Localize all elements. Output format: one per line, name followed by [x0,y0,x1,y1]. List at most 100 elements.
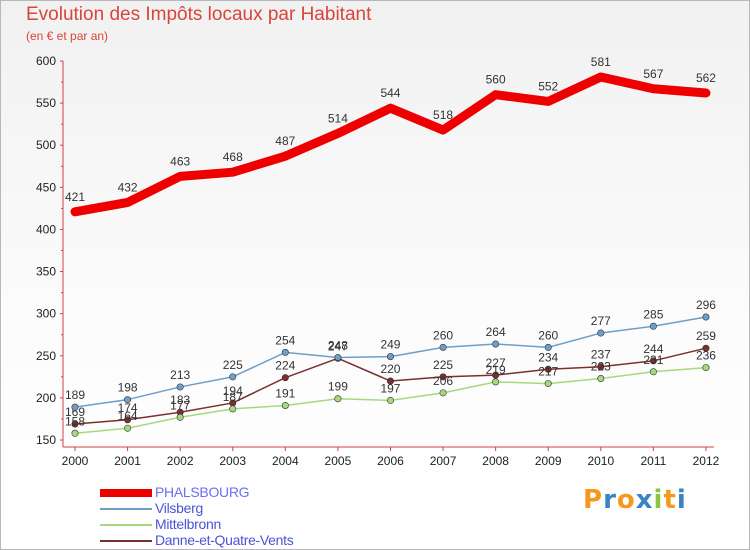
data-label: 199 [328,380,348,394]
data-label: 236 [696,349,716,363]
legend-swatch [100,540,152,542]
data-label: 248 [328,338,348,352]
data-label: 225 [433,358,453,372]
x-tick-label: 2008 [482,454,509,468]
data-label: 560 [486,73,506,87]
data-point [281,374,289,382]
data-point [597,363,605,371]
y-tick-label: 200 [36,391,56,405]
y-tick-label: 150 [36,433,56,447]
x-tick-label: 2004 [272,454,299,468]
data-label: 567 [643,67,663,81]
data-label: 189 [65,388,85,402]
data-point [702,364,710,372]
legend-swatch [100,524,152,526]
data-point [702,313,710,321]
data-point [229,373,237,381]
data-label: 191 [275,386,295,400]
y-tick-label: 550 [36,96,56,110]
data-label: 487 [275,134,295,148]
data-label: 562 [696,71,716,85]
data-point [334,353,342,361]
data-point [386,353,394,361]
data-point [71,429,79,437]
data-label: 219 [486,363,506,377]
legend-label: Danne-et-Quatre-Vents [155,532,294,548]
data-label: 169 [65,405,85,419]
data-point [281,348,289,356]
data-label: 277 [591,314,611,328]
y-tick-label: 450 [36,180,56,194]
data-label: 220 [380,362,400,376]
y-tick-label: 350 [36,265,56,279]
data-label: 174 [118,401,138,415]
data-point [124,424,132,432]
data-label: 206 [433,374,453,388]
data-label: 217 [538,365,558,379]
data-point [439,389,447,397]
data-label: 244 [643,342,663,356]
logo-letter: i [676,485,687,515]
data-point [597,375,605,383]
data-label: 213 [170,368,190,382]
data-label: 260 [538,328,558,342]
logo-letter: t [663,485,677,515]
series-line-phalsbourg [70,72,711,217]
data-point [439,373,447,381]
data-point [492,340,500,348]
x-tick-label: 2002 [167,454,194,468]
series-mittelbronn: 158 164 177 187 191 199 197 206 219 217 223 231 236 [65,349,716,437]
y-tick-label: 600 [36,54,56,68]
x-tick-label: 2010 [587,454,614,468]
series-vilsberg: 189 198 213 225 254 248 249 260 264 260 277 285 296 [65,298,716,411]
logo-letter: o [616,485,636,515]
legend-label: Mittelbronn [155,516,221,532]
data-label: 224 [275,359,295,373]
x-tick-label: 2007 [430,454,457,468]
data-point [386,377,394,385]
chart-title: Evolution des Impôts locaux par Habitant [26,4,372,25]
logo-letter: r [603,485,617,515]
data-point [281,401,289,409]
data-point [649,357,657,365]
data-label: 158 [65,414,85,428]
x-tick-label: 2011 [640,454,666,468]
legend-swatch [100,489,152,497]
data-point [229,405,237,413]
logo-letter: x [635,485,654,515]
data-point [176,413,184,421]
series-phalsbourg: 421 432 463 468 487 514 544 518 560 552 581 567 562 [65,55,716,217]
data-label: 518 [433,108,453,122]
data-label: 296 [696,298,716,312]
proxiti-logo: Proxiti [583,485,687,515]
data-point [649,322,657,330]
data-label: 432 [118,180,138,194]
data-label: 552 [538,79,558,93]
data-label: 247 [328,339,348,353]
data-point [544,343,552,351]
data-label: 544 [380,86,400,100]
y-tick-label: 400 [36,222,56,236]
data-point [386,396,394,404]
data-label: 183 [170,393,190,407]
data-point [176,383,184,391]
data-label: 514 [328,111,348,125]
data-label: 421 [65,190,85,204]
logo-letter: i [653,485,664,515]
data-point [439,343,447,351]
data-point [649,368,657,376]
data-label: 194 [223,384,243,398]
data-label: 164 [118,409,138,423]
data-label: 259 [696,329,716,343]
x-tick-label: 2012 [693,454,720,468]
data-point [492,371,500,379]
data-label: 187 [223,390,243,404]
data-label: 234 [538,350,558,364]
x-tick-label: 2000 [62,454,89,468]
data-point [71,403,79,411]
data-label: 249 [380,338,400,352]
data-label: 260 [433,328,453,342]
chart-subtitle: (en € et par an) [26,29,109,43]
